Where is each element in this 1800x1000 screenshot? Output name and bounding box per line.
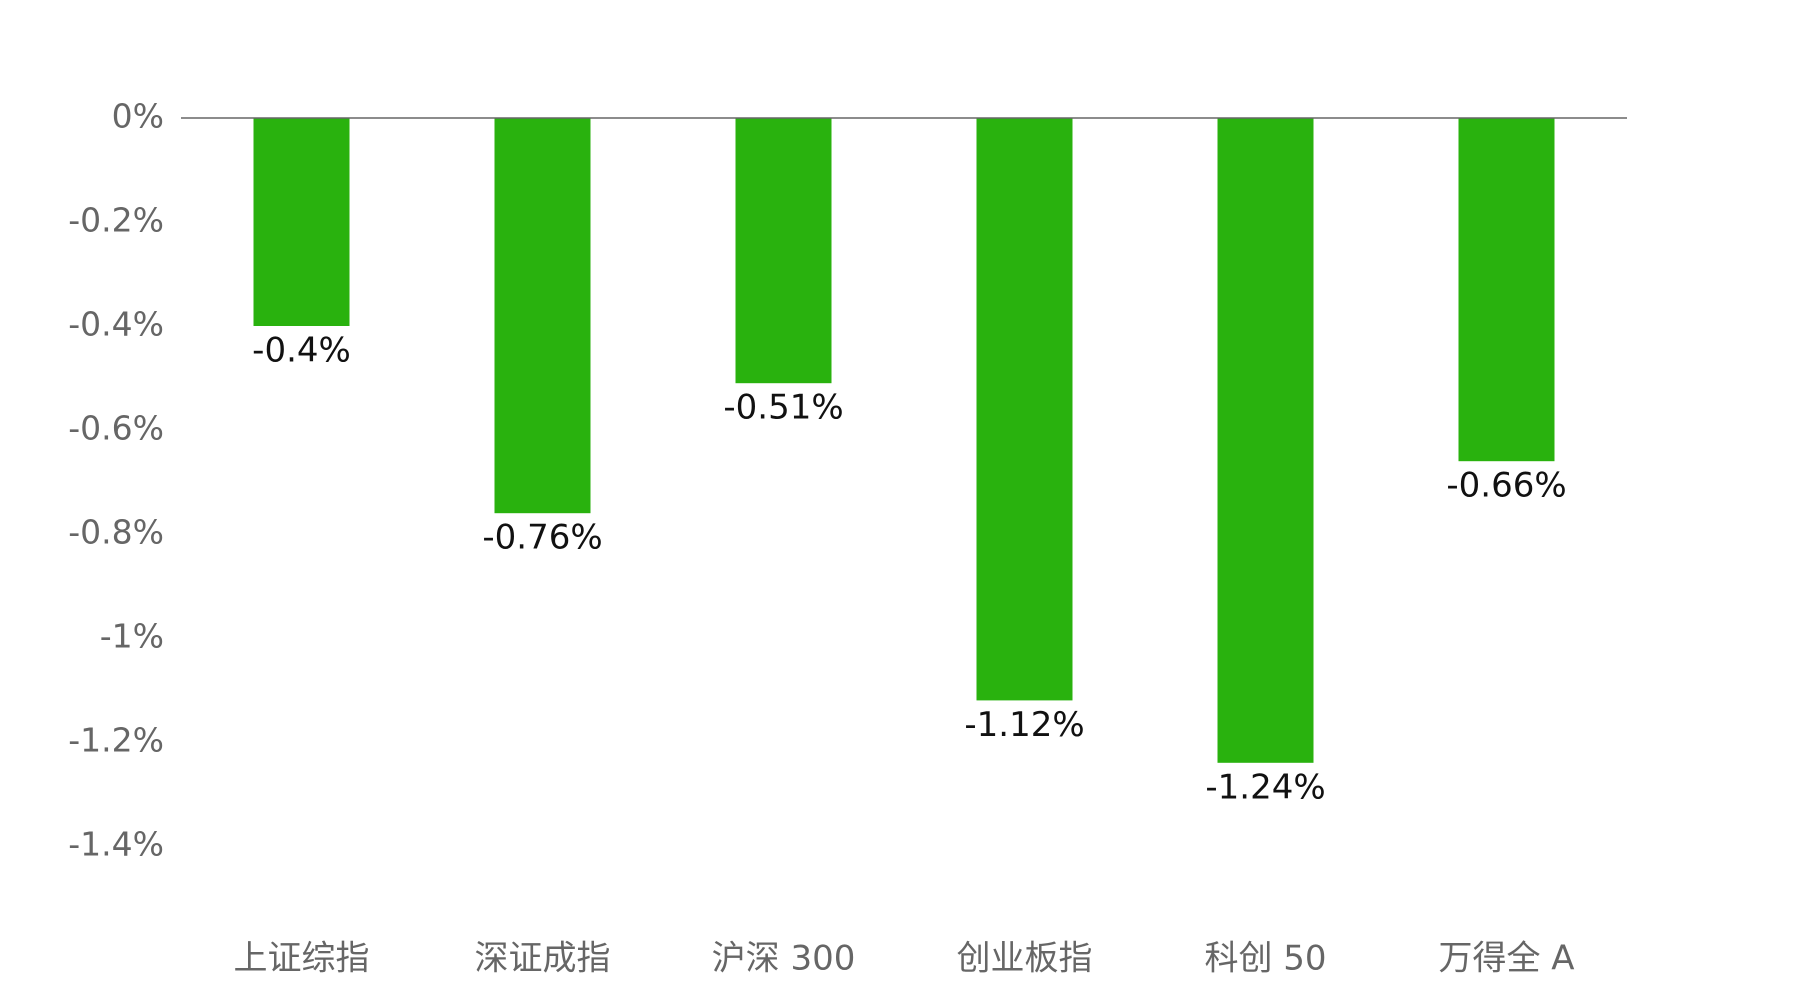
x-tick-label: 万得全 A: [1438, 939, 1574, 979]
value-label: -1.24%: [1205, 767, 1325, 807]
y-tick-label: -0.4%: [68, 305, 164, 344]
value-label: -0.66%: [1446, 466, 1566, 506]
x-tick-label: 科创 50: [1204, 939, 1326, 979]
y-tick-label: -1.4%: [68, 825, 164, 864]
x-tick-label: 深证成指: [475, 939, 611, 979]
y-tick-label: -1%: [100, 617, 164, 656]
x-tick-label: 上证综指: [234, 939, 370, 979]
bar: [1458, 118, 1555, 462]
value-label: -0.51%: [723, 388, 843, 428]
bar: [494, 118, 591, 514]
bar: [1217, 118, 1314, 763]
bar: [735, 118, 832, 384]
x-tick-label: 创业板指: [957, 939, 1093, 979]
y-tick-label: 0%: [112, 97, 164, 136]
y-tick-label: -0.2%: [68, 201, 164, 240]
y-tick-label: -0.6%: [68, 409, 164, 448]
y-tick-label: -1.2%: [68, 721, 164, 760]
value-label: -0.76%: [482, 518, 602, 558]
bar: [253, 118, 350, 326]
y-tick-label: -0.8%: [68, 513, 164, 552]
value-label: -1.12%: [964, 705, 1084, 745]
value-label: -0.4%: [252, 331, 351, 371]
bar: [976, 118, 1073, 701]
x-tick-label: 沪深 300: [712, 939, 856, 979]
